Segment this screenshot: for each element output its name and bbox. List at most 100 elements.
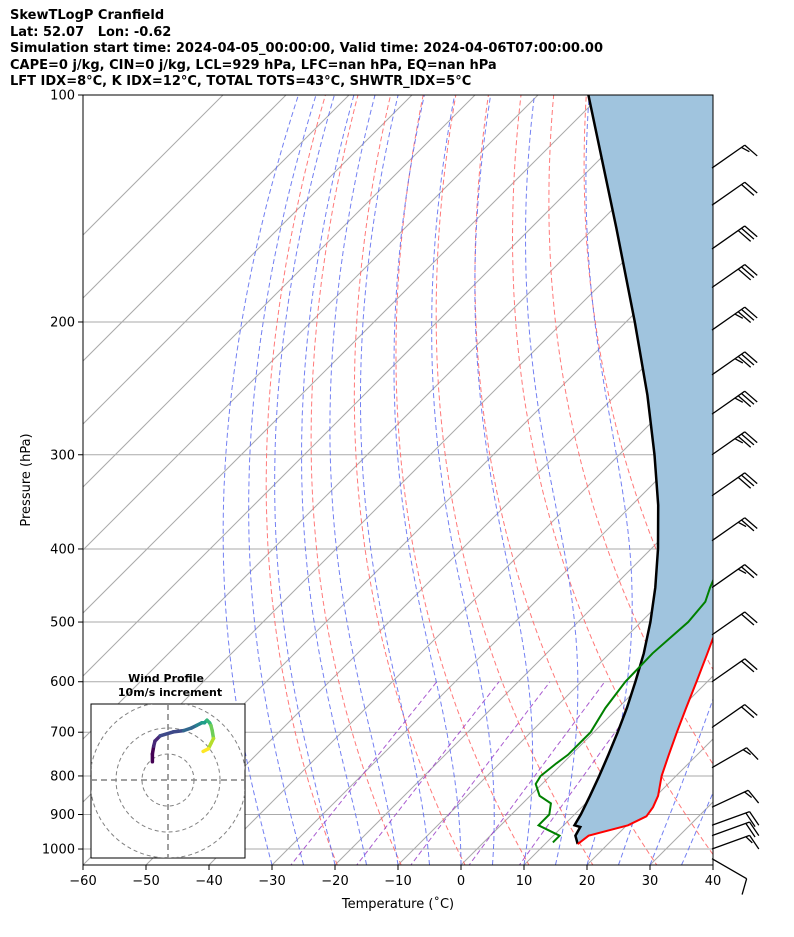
wind-barb-full-flag [744, 611, 758, 624]
dry-adiabat-line [548, 95, 713, 766]
wind-barb [711, 834, 760, 850]
y-tick-label: 500 [50, 616, 75, 631]
wind-barb-full-flag [741, 308, 755, 321]
wind-barb [711, 181, 758, 206]
wind-barb-staff [711, 472, 746, 497]
mixing-ratio-line [468, 681, 606, 865]
wind-barb-full-flag [741, 266, 755, 279]
moist-adiabat-line [274, 95, 336, 865]
isotherm-line [83, 95, 602, 614]
inset-title: Wind Profile [128, 672, 204, 685]
wind-barb-full-flag [749, 811, 760, 826]
dry-adiabat-line [748, 78, 794, 880]
wind-barb [711, 517, 758, 542]
isotherm-line [83, 95, 287, 299]
wind-barb [711, 390, 758, 415]
isotherm-line [334, 486, 713, 865]
wind-barb-full-flag [745, 822, 756, 838]
wind-barb-staff [711, 390, 746, 415]
wind-barb [711, 264, 758, 289]
y-tick-label: 1000 [42, 843, 75, 858]
location-line: Lat: 52.07 Lon: -0.62 [10, 24, 172, 40]
moist-adiabat-line [585, 95, 633, 865]
cape-area [574, 95, 713, 845]
time-line: Simulation start time: 2024-04-05_00:00:… [10, 41, 603, 56]
dry-adiabat-line [265, 95, 338, 865]
wind-barb-full-flag [745, 812, 756, 827]
dry-adiabat-line [310, 95, 402, 865]
isotherm-line [397, 549, 713, 865]
profile-lines [534, 95, 713, 845]
wind-barb-half-flag [734, 358, 744, 364]
wind-barb-full-flag [737, 311, 752, 324]
moist-adiabat-line [393, 95, 462, 865]
wind-barb-full-flag [744, 658, 758, 671]
chart-header: SkewTLogP Cranfield Lat: 52.07 Lon: -0.6… [10, 8, 603, 91]
temperature-line [577, 635, 713, 845]
wind-barb [711, 611, 758, 636]
dry-adiabat-line [583, 95, 713, 671]
wind-barb [711, 225, 758, 250]
moist-adiabat-line [524, 95, 579, 865]
x-tick-label: −40 [195, 874, 222, 889]
x-tick-label: 10 [516, 874, 533, 889]
wind-barb-full-flag [744, 472, 758, 485]
dry-adiabat-line [780, 78, 794, 880]
wind-barb-half-flag [741, 146, 750, 153]
wind-barb [711, 858, 748, 895]
x-tick-label: 20 [579, 874, 596, 889]
wind-barb-staff [711, 181, 746, 206]
y-tick-label: 700 [50, 726, 75, 741]
isotherm-line [460, 612, 713, 865]
hodograph-segment [158, 730, 175, 738]
moist-adiabat-line [360, 95, 430, 865]
y-tick-label: 600 [50, 675, 75, 690]
wind-barb-full-flag [737, 268, 752, 281]
wind-barb-full-flag [741, 392, 755, 405]
x-tick-label: −60 [69, 874, 96, 889]
wind-barb-full-flag [744, 225, 758, 238]
wind-barb-full-flag [741, 706, 755, 719]
wind-barb-staff [711, 144, 746, 169]
moist-adiabat-line [474, 95, 534, 865]
wind-barb-staff [711, 810, 750, 826]
y-axis-title: Pressure (hPa) [19, 433, 34, 526]
x-tick-label: 30 [642, 874, 659, 889]
isotherm-line [83, 95, 539, 551]
wind-barb [711, 810, 760, 827]
wind-barb-full-flag [741, 433, 755, 446]
wind-barb-full-flag [749, 821, 760, 837]
wind-barb-staff [711, 704, 746, 729]
index-line: LFT IDX=8°C, K IDX=12°C, TOTAL TOTS=43°C… [10, 74, 472, 89]
x-tick-label: −50 [132, 874, 159, 889]
wind-profile-inset: Wind Profile 10m/s increment [90, 672, 246, 859]
wind-barb [711, 351, 758, 376]
moist-adiabat-line [301, 95, 367, 865]
wind-barb [711, 821, 760, 838]
dry-adiabat-line [435, 95, 594, 865]
wind-barbs [711, 144, 760, 895]
x-axis-title: Temperature (˚C) [341, 896, 454, 912]
x-tick-label: 0 [457, 874, 465, 889]
wind-barb-full-flag [741, 227, 755, 240]
wind-barb-full-flag [741, 660, 755, 673]
y-tick-label: 200 [50, 315, 75, 330]
moist-adiabat-line [222, 95, 299, 865]
dry-adiabat-line [474, 95, 658, 865]
moist-adiabat-line [649, 697, 713, 865]
wind-barb-staff [711, 821, 750, 837]
wind-barb-staff [711, 306, 746, 331]
wind-barb-full-flag [746, 747, 759, 760]
isotherm-line [83, 95, 413, 425]
y-axis-ticks: 100 200 300 400 500 600 700 800 900 1000 [42, 89, 83, 858]
wind-barb-half-flag [737, 521, 747, 528]
wind-barb-half-flag [742, 749, 751, 756]
isotherm-line [83, 95, 224, 236]
wind-barb-staff [711, 658, 746, 683]
moist-adiabat-line [248, 95, 317, 865]
isotherm-line [83, 95, 476, 488]
wind-barb-half-flag [734, 397, 744, 403]
wind-barb-full-flag [741, 878, 748, 895]
y-tick-label: 100 [50, 89, 75, 104]
